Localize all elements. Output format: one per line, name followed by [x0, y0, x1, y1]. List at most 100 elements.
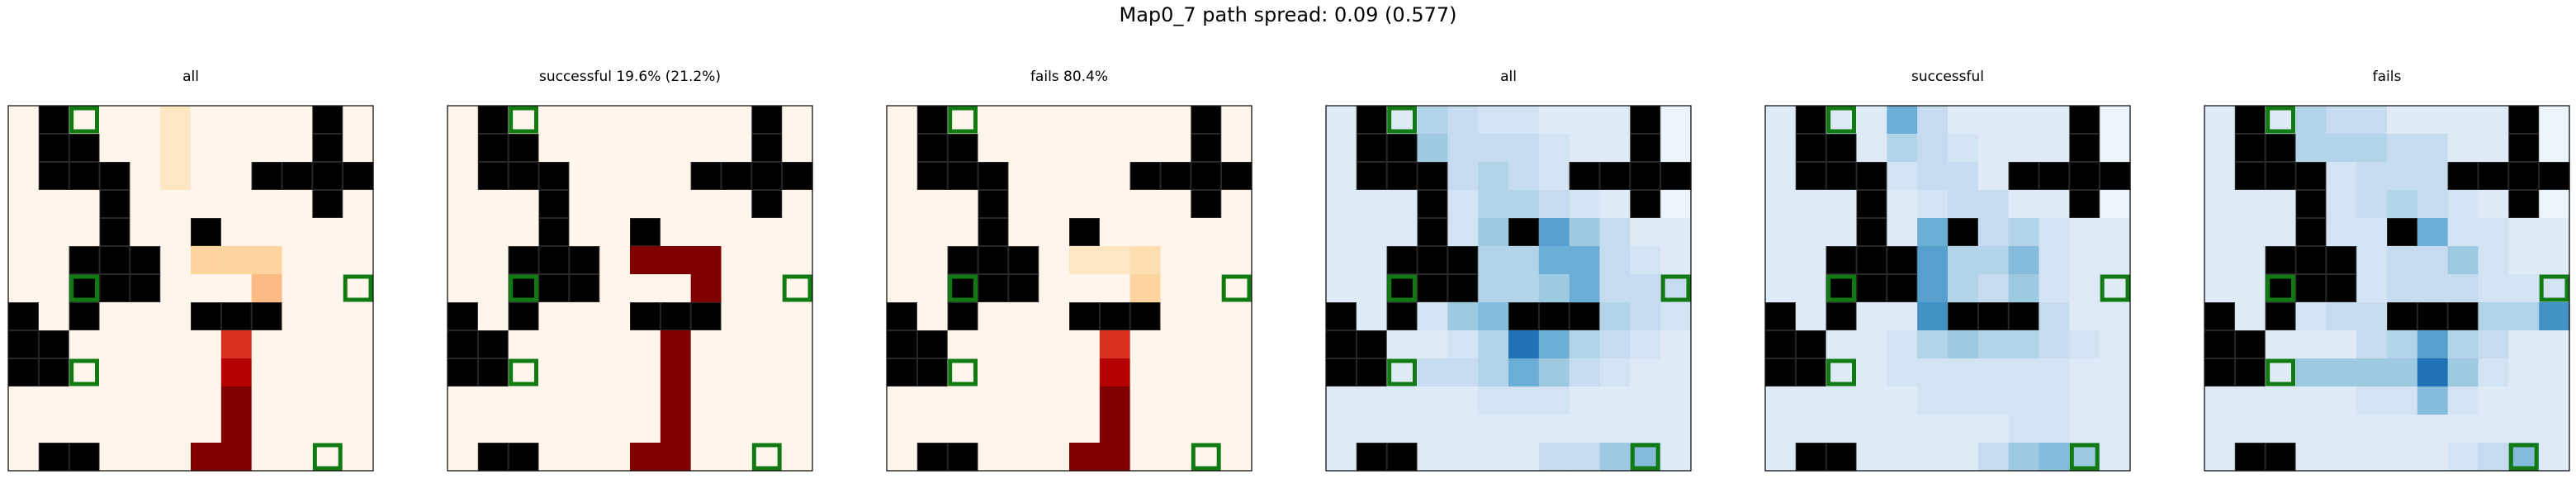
heat-cell	[2234, 274, 2266, 303]
wall-cell-edge	[978, 162, 1009, 190]
figure-title: Map0_7 path spread: 0.09 (0.577)	[1119, 3, 1457, 26]
wall-cell-edge	[1417, 274, 1448, 302]
wall-cell-edge	[660, 302, 691, 330]
wall-cell	[220, 302, 253, 331]
wall-cell	[1508, 302, 1540, 331]
heat-cell	[2100, 302, 2131, 331]
heat-cell	[220, 274, 253, 303]
wall-cell-edge	[1795, 330, 1826, 358]
wall-cell-edge	[2265, 302, 2296, 330]
wall-cell	[38, 330, 70, 359]
heat-cell	[2069, 246, 2100, 275]
heat-cell	[1630, 274, 1661, 303]
wall-cell	[630, 218, 661, 247]
wall-cell-edge	[1191, 134, 1222, 162]
heat-cell	[1917, 106, 1949, 135]
heat-cell	[2447, 106, 2479, 135]
wall-cell-edge	[477, 358, 509, 387]
heat-cell	[569, 387, 600, 415]
heat-cell	[1160, 415, 1191, 443]
heat-cell	[38, 246, 70, 275]
heat-cell	[1765, 246, 1797, 275]
wall-cell-edge	[538, 274, 570, 302]
heat-cell	[2204, 218, 2236, 247]
wall-cell-edge	[508, 134, 539, 162]
goal-marker	[1826, 106, 1857, 134]
wall-cell-edge	[1569, 302, 1600, 330]
heat-cell	[2265, 218, 2297, 247]
heat-cell	[1765, 134, 1797, 163]
heatmap-panel-2: successful 19.6% (21.2%)	[447, 69, 813, 472]
heat-cell	[312, 218, 343, 247]
heat-cell	[1856, 106, 1887, 135]
wall-cell	[2295, 218, 2327, 247]
wall-cell-edge	[569, 274, 600, 302]
wall-cell	[2508, 106, 2540, 135]
heat-cell	[690, 190, 722, 219]
heat-cell	[599, 134, 631, 163]
wall-cell	[978, 274, 1009, 303]
heat-cell	[1221, 190, 1252, 219]
wall-cell	[1795, 134, 1827, 163]
heat-cell	[220, 358, 253, 387]
heat-cell	[343, 443, 374, 472]
wall-cell	[69, 246, 101, 275]
goal-marker	[1630, 443, 1660, 471]
wall-cell	[1386, 302, 1418, 331]
heat-cell	[1221, 358, 1252, 387]
heat-cell	[1887, 190, 1918, 219]
heat-cell	[2039, 302, 2070, 331]
heat-cell	[2204, 106, 2236, 135]
heat-cell	[2508, 302, 2540, 331]
goal-marker	[948, 274, 978, 302]
heat-cell	[1326, 387, 1357, 415]
heat-cell	[660, 218, 692, 247]
wall-cell-edge	[1948, 218, 1978, 246]
wall-cell-edge	[978, 190, 1009, 218]
heat-cell	[721, 415, 752, 443]
heat-cell	[1447, 302, 1479, 331]
heat-cell	[660, 330, 692, 359]
heat-cell	[538, 387, 570, 415]
heat-cell	[1129, 274, 1162, 303]
heat-cell	[99, 358, 130, 387]
heat-cell	[1069, 387, 1101, 415]
heat-cell	[630, 190, 661, 219]
heat-cell	[2447, 387, 2479, 415]
heat-cell	[1326, 218, 1357, 247]
heat-cell	[1599, 302, 1631, 331]
heat-cell	[599, 415, 631, 443]
wall-cell-edge	[1417, 190, 1448, 218]
wall-cell-edge	[947, 302, 978, 330]
heat-cell	[690, 106, 722, 135]
heat-cell	[130, 162, 161, 191]
wall-cell	[2008, 162, 2040, 191]
heat-cell	[1478, 134, 1509, 163]
heat-cell	[1039, 302, 1070, 331]
heat-cell	[1447, 106, 1479, 135]
wall-cell-edge	[1630, 190, 1661, 218]
heat-cell	[2478, 134, 2509, 163]
heat-cell	[569, 330, 600, 359]
heat-cell	[1008, 443, 1039, 472]
wall-cell	[2204, 358, 2236, 387]
heat-cell	[1129, 415, 1162, 443]
heat-cell	[1478, 387, 1509, 415]
heat-cell	[2387, 134, 2418, 163]
heat-cell	[538, 443, 570, 472]
heat-cell	[978, 387, 1009, 415]
wall-cell	[2387, 218, 2418, 247]
heat-cell	[1417, 358, 1448, 387]
heat-cell	[1478, 190, 1509, 219]
heat-cell	[447, 387, 479, 415]
heat-cell	[2417, 246, 2449, 275]
wall-cell	[2234, 106, 2266, 135]
wall-cell-edge	[508, 246, 539, 274]
heat-cell	[660, 415, 692, 443]
wall-cell-edge	[916, 134, 948, 162]
heat-cell	[1660, 134, 1692, 163]
heat-cell	[2204, 134, 2236, 163]
heat-cell	[312, 246, 343, 275]
heat-cell	[251, 134, 283, 163]
heat-cell	[1660, 330, 1692, 359]
